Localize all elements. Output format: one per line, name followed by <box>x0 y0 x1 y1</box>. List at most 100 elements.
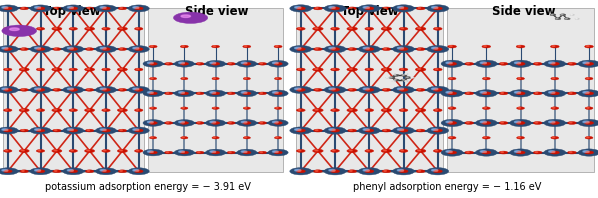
Circle shape <box>416 149 426 153</box>
Circle shape <box>4 129 12 132</box>
Circle shape <box>475 149 498 156</box>
Circle shape <box>416 7 425 10</box>
Circle shape <box>20 170 28 173</box>
Ellipse shape <box>553 78 555 79</box>
Circle shape <box>164 62 173 65</box>
Circle shape <box>399 7 408 10</box>
Circle shape <box>243 92 251 95</box>
Circle shape <box>135 48 143 50</box>
Ellipse shape <box>5 170 8 171</box>
Ellipse shape <box>332 89 335 90</box>
Ellipse shape <box>213 122 215 123</box>
Circle shape <box>69 88 78 91</box>
Text: Side view: Side view <box>492 5 555 18</box>
Circle shape <box>181 45 188 48</box>
Ellipse shape <box>450 137 452 138</box>
Circle shape <box>243 137 251 139</box>
Circle shape <box>578 149 598 156</box>
Circle shape <box>399 149 408 152</box>
Ellipse shape <box>363 169 369 171</box>
Circle shape <box>135 109 143 112</box>
Circle shape <box>411 77 414 78</box>
Circle shape <box>52 149 62 153</box>
Ellipse shape <box>418 48 420 49</box>
Ellipse shape <box>35 169 41 171</box>
Circle shape <box>36 68 45 71</box>
Ellipse shape <box>22 109 24 110</box>
Circle shape <box>69 149 78 152</box>
Circle shape <box>358 46 380 53</box>
Ellipse shape <box>395 79 396 80</box>
Ellipse shape <box>5 150 8 151</box>
Circle shape <box>30 46 51 53</box>
Circle shape <box>313 129 322 132</box>
Ellipse shape <box>435 89 438 90</box>
Ellipse shape <box>54 89 57 90</box>
Circle shape <box>36 48 45 50</box>
Circle shape <box>174 60 194 67</box>
Ellipse shape <box>398 88 404 90</box>
Circle shape <box>86 7 94 10</box>
Circle shape <box>268 149 288 156</box>
Ellipse shape <box>329 88 335 90</box>
Ellipse shape <box>553 122 555 123</box>
Ellipse shape <box>68 47 73 49</box>
Ellipse shape <box>583 121 589 123</box>
Circle shape <box>174 149 194 156</box>
Circle shape <box>69 129 78 132</box>
Circle shape <box>475 60 498 68</box>
Circle shape <box>331 129 340 132</box>
Ellipse shape <box>273 92 278 93</box>
Circle shape <box>433 170 443 173</box>
Ellipse shape <box>71 150 73 151</box>
Ellipse shape <box>245 63 247 64</box>
Circle shape <box>381 109 392 112</box>
Circle shape <box>211 62 220 65</box>
Circle shape <box>416 48 425 50</box>
Circle shape <box>181 77 188 80</box>
Ellipse shape <box>136 170 139 171</box>
Circle shape <box>227 151 235 154</box>
Circle shape <box>313 48 322 50</box>
Circle shape <box>135 7 143 10</box>
Ellipse shape <box>148 121 153 123</box>
Ellipse shape <box>383 28 386 29</box>
Ellipse shape <box>148 151 153 152</box>
Circle shape <box>365 109 374 112</box>
Circle shape <box>347 68 358 71</box>
Ellipse shape <box>71 28 73 29</box>
Ellipse shape <box>103 109 106 110</box>
Circle shape <box>149 122 157 124</box>
Circle shape <box>258 62 267 65</box>
Ellipse shape <box>213 46 215 47</box>
Circle shape <box>164 151 173 154</box>
Circle shape <box>36 109 45 112</box>
Ellipse shape <box>367 109 369 110</box>
Circle shape <box>86 48 94 50</box>
Circle shape <box>416 170 425 173</box>
Ellipse shape <box>549 91 555 93</box>
Ellipse shape <box>446 151 452 152</box>
Ellipse shape <box>151 137 153 138</box>
Ellipse shape <box>210 121 215 123</box>
Circle shape <box>63 127 84 134</box>
Circle shape <box>69 170 78 173</box>
Ellipse shape <box>38 150 41 151</box>
Ellipse shape <box>133 169 139 171</box>
Circle shape <box>533 92 542 95</box>
Circle shape <box>52 27 62 30</box>
Ellipse shape <box>241 121 247 123</box>
Ellipse shape <box>329 129 335 130</box>
Ellipse shape <box>435 170 438 171</box>
Circle shape <box>86 89 94 91</box>
Circle shape <box>102 149 110 152</box>
Circle shape <box>568 62 576 65</box>
Circle shape <box>0 168 19 175</box>
Ellipse shape <box>103 150 106 151</box>
Circle shape <box>30 168 51 175</box>
Circle shape <box>0 127 19 134</box>
Circle shape <box>118 48 127 50</box>
Ellipse shape <box>298 48 301 49</box>
Circle shape <box>150 77 157 80</box>
Ellipse shape <box>179 151 184 152</box>
